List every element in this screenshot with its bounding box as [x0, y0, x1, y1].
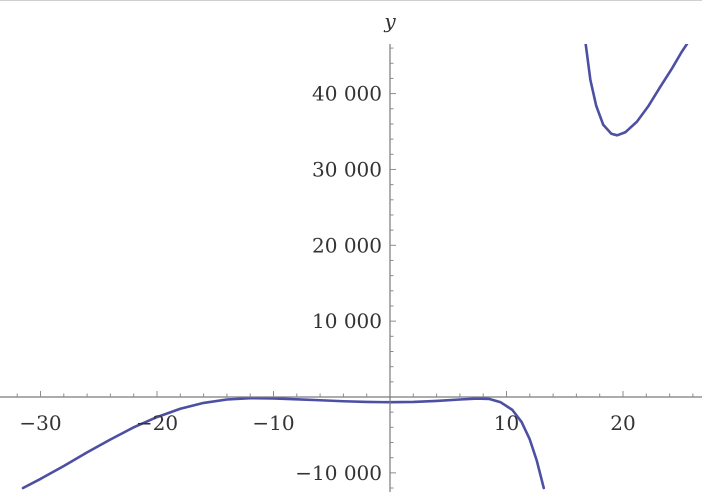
x-tick-label: −20 — [136, 411, 178, 435]
y-axis-title: y — [383, 9, 396, 33]
x-tick-label: 20 — [610, 411, 635, 435]
x-tick-label: −30 — [19, 411, 61, 435]
x-tick-label: 10 — [494, 411, 519, 435]
labels-layer: −30 −20 −10 10 20 −10 000 10 000 20 000 30 000 40… — [19, 9, 635, 485]
y-tick-label: 20 000 — [312, 233, 382, 257]
axes-layer — [0, 44, 702, 492]
y-tick-label: 10 000 — [312, 309, 382, 333]
y-tick-label: 30 000 — [312, 157, 382, 181]
y-tick-label: 40 000 — [312, 82, 382, 106]
curve-branch-2 — [584, 44, 689, 137]
curve-layer — [21, 44, 689, 490]
curve-branch-1 — [21, 396, 546, 490]
y-tick-label: −10 000 — [295, 461, 382, 485]
x-tick-label: −10 — [252, 411, 294, 435]
